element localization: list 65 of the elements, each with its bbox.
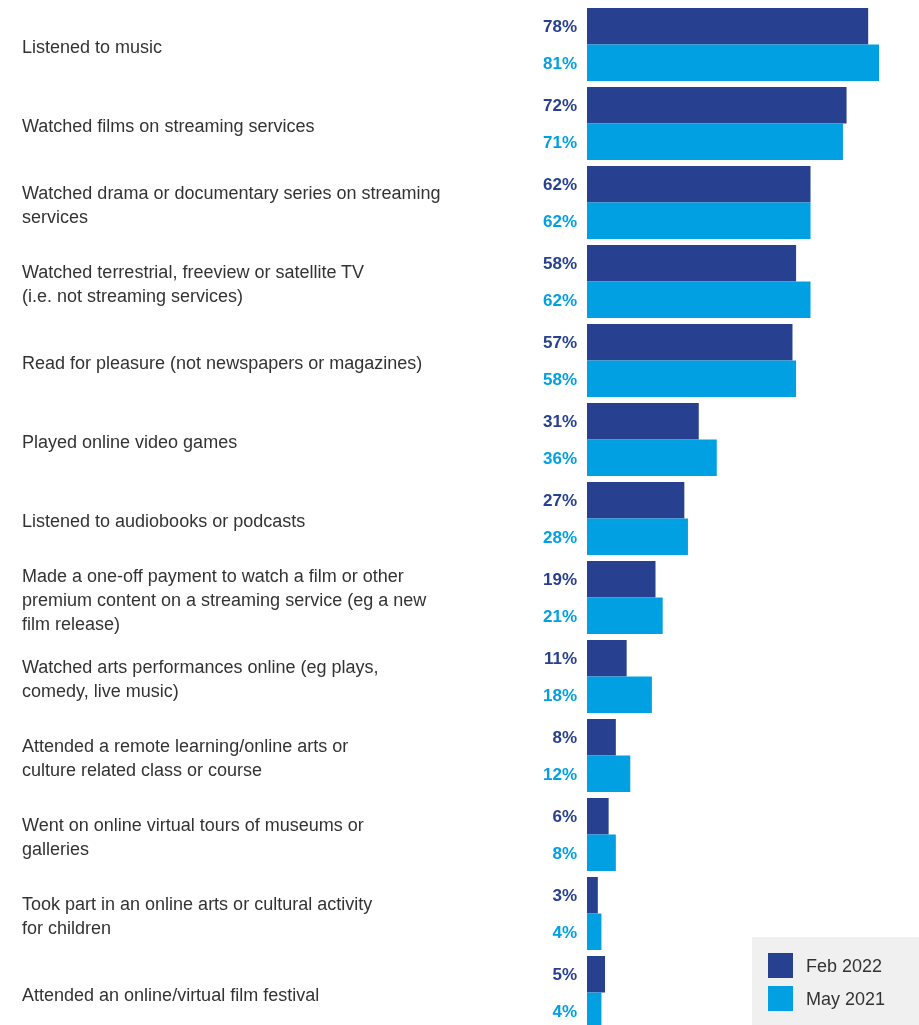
y-tick-label: Watched drama or documentary series on streaming services [22,182,441,227]
data-label: 57% [542,333,577,353]
bar [587,202,811,239]
data-label: 18% [542,685,577,705]
y-tick-label: Listened to music [22,36,163,57]
data-label: 12% [542,764,577,784]
bar [587,123,843,160]
data-label: 58% [542,254,577,274]
y-tick-label: Made a one-off payment to watch a film or other premium content on a streaming service (eg a new film release) [22,565,428,634]
data-label: 58% [542,369,577,389]
y-tick-label: Went on online virtual tours of museums or galleries [22,814,364,859]
bar [587,439,717,476]
bar [587,913,602,950]
bar [587,87,847,124]
data-label: 8% [552,843,577,863]
data-label: 28% [542,527,577,547]
data-label: 19% [542,570,577,590]
y-tick-label: Listened to audiobooks or podcasts [22,510,306,531]
data-label: 72% [542,96,577,116]
y-tick-label: Played online video games [22,431,238,452]
y-tick-label: Took part in an online arts or cultural activity for children [22,893,373,938]
data-label: 78% [542,17,577,37]
data-label: 62% [542,211,577,231]
data-label: 21% [542,606,577,626]
data-label: 5% [552,965,577,985]
bar [587,166,811,203]
bar [587,281,811,318]
y-tick-label: Watched terrestrial, freeview or satellite TV (i.e. not streaming services) [22,261,365,306]
bar [587,877,598,914]
data-label: 8% [552,728,577,748]
data-label: 81% [542,53,577,73]
data-label: 36% [542,448,577,468]
y-tick-label: Watched films on streaming services [22,115,315,136]
data-label: 11% [543,649,577,669]
bar [587,561,656,598]
bar [587,755,631,792]
y-tick-label: Attended an online/virtual film festival [22,984,320,1005]
y-tick-label: Attended a remote learning/online arts or culture related class or course [22,735,349,780]
data-label: 27% [542,491,577,511]
bar [587,518,688,555]
data-label: 71% [542,132,577,152]
bar [587,482,685,519]
data-label: 6% [552,807,577,827]
data-label: 62% [542,175,577,195]
bar [587,245,797,282]
bar [587,324,793,361]
bar [587,640,627,677]
data-label: 31% [542,412,577,432]
bar [587,676,652,713]
data-label: 4% [552,1001,577,1021]
bar [587,597,663,634]
bar [587,834,616,871]
bar [587,403,699,440]
y-tick-label: Read for pleasure (not newspapers or magazines) [22,352,423,373]
legend-label: May 2021 [806,989,886,1009]
data-label: 3% [552,886,577,906]
bar [587,44,879,81]
bar [587,798,609,835]
bar [587,360,797,397]
data-label: 4% [552,922,577,942]
legend-label: Feb 2022 [806,956,883,976]
bar [587,8,869,45]
bar [587,719,616,756]
data-label: 62% [542,290,577,310]
y-tick-label: Watched arts performances online (eg plays, comedy, live music) [22,656,379,701]
